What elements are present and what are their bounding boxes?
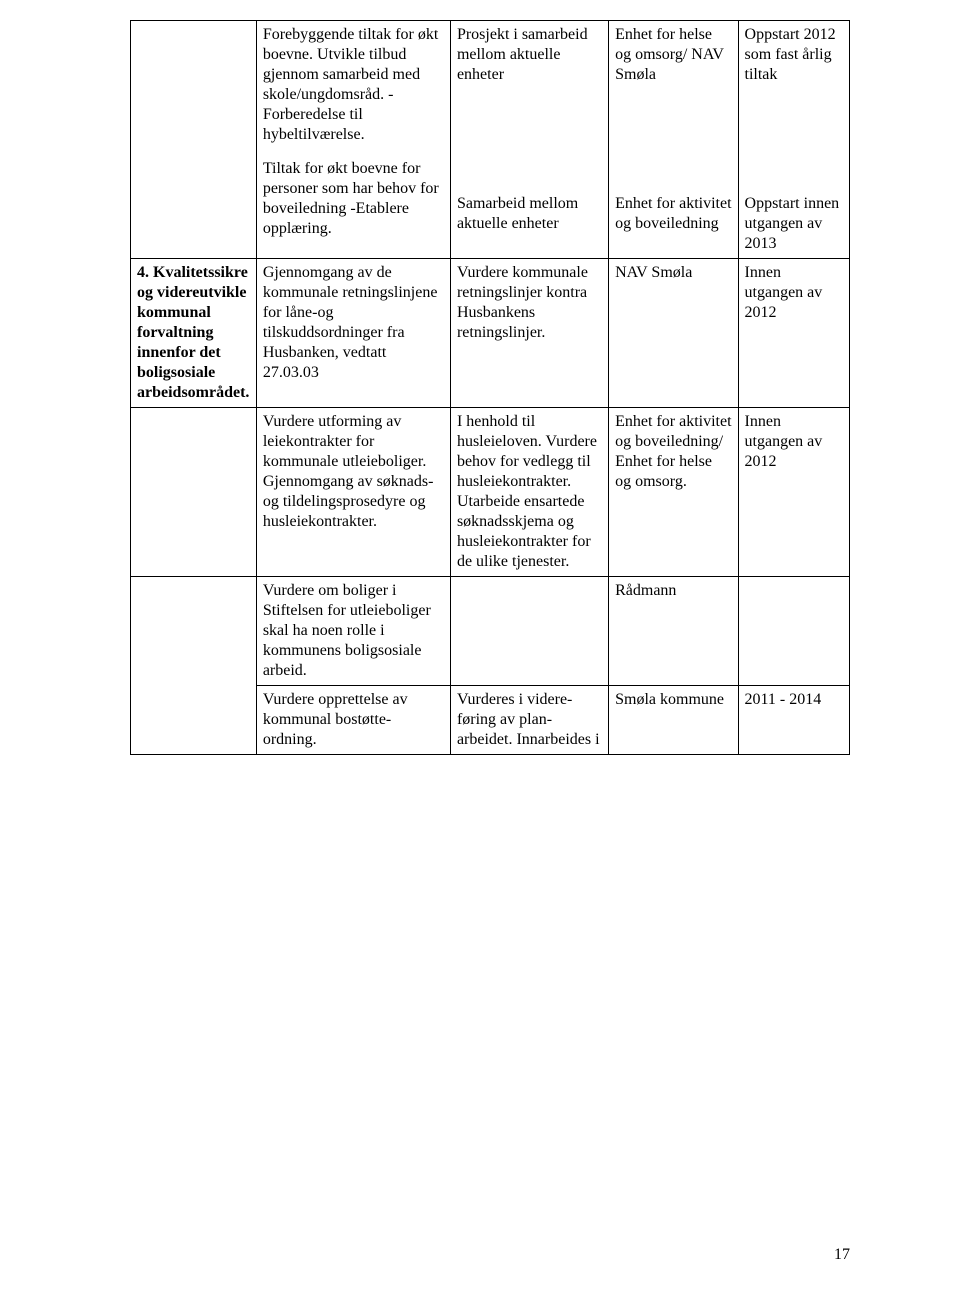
cell-row3b-col3: Smøla kommune [609, 686, 738, 755]
cell-row3a-col4 [738, 577, 849, 686]
cell-row2-col3: Enhet for aktivitet og boveiledning/ Enh… [609, 408, 738, 577]
table-row: Vurdere utforming av leiekontrakter for … [131, 408, 850, 577]
cell-row3a-col3: Rådmann [609, 577, 738, 686]
content-table: Forebyggende tiltak for økt boevne. Utvi… [130, 20, 850, 755]
cell-row0-col2: Prosjekt i samarbeid mellom aktuelle enh… [450, 21, 608, 259]
cell-row1-col1: Gjennomgang av de kommunale retningslinj… [256, 259, 450, 408]
cell-text: Oppstart innen utgangen av 2013 [745, 194, 843, 254]
cell-row0-col3: Enhet for helse og omsorg/ NAV Smøla Enh… [609, 21, 738, 259]
cell-row1-col0: 4. Kvalitetssikre og videreutvikle kommu… [131, 259, 257, 408]
table-row: Forebyggende tiltak for økt boevne. Utvi… [131, 21, 850, 259]
cell-text: Tiltak for økt boevne for personer som h… [263, 159, 444, 239]
cell-row3b-col4: 2011 - 2014 [738, 686, 849, 755]
cell-row2-col4: Innen utgangen av 2012 [738, 408, 849, 577]
cell-row3b-col1: Vurdere opprettelse av kommunal bostøtte… [256, 686, 450, 755]
cell-row3b-col2: Vurderes i videre-føring av plan-arbeide… [450, 686, 608, 755]
cell-row1-col2: Vurdere kommunale retningslinjer kontra … [450, 259, 608, 408]
cell-row0-col0 [131, 21, 257, 259]
cell-text: Samarbeid mellom aktuelle enheter [457, 194, 602, 234]
page-number: 17 [834, 1246, 850, 1264]
cell-row3a-col1: Vurdere om boliger i Stiftelsen for utle… [256, 577, 450, 686]
cell-row0-col1: Forebyggende tiltak for økt boevne. Utvi… [256, 21, 450, 259]
cell-row1-col3: NAV Smøla [609, 259, 738, 408]
cell-row2-col0 [131, 408, 257, 577]
cell-text: Forebyggende tiltak for økt boevne. Utvi… [263, 25, 444, 145]
cell-row3-col0 [131, 577, 257, 755]
cell-row0-col4: Oppstart 2012 som fast årlig tiltak Opps… [738, 21, 849, 259]
cell-row2-col2: I henhold til husleieloven. Vurdere beho… [450, 408, 608, 577]
table-row: 4. Kvalitetssikre og videreutvikle kommu… [131, 259, 850, 408]
table-row: Vurdere om boliger i Stiftelsen for utle… [131, 577, 850, 686]
cell-row3a-col2 [450, 577, 608, 686]
cell-row1-col4: Innen utgangen av 2012 [738, 259, 849, 408]
cell-text: Enhet for helse og omsorg/ NAV Smøla [615, 25, 731, 180]
cell-text: Enhet for aktivitet og boveiledning [615, 194, 731, 234]
document-page: Forebyggende tiltak for økt boevne. Utvi… [0, 0, 960, 1294]
cell-text: Prosjekt i samarbeid mellom aktuelle enh… [457, 25, 602, 180]
cell-row2-col1: Vurdere utforming av leiekontrakter for … [256, 408, 450, 577]
cell-text: Oppstart 2012 som fast årlig tiltak [745, 25, 843, 180]
